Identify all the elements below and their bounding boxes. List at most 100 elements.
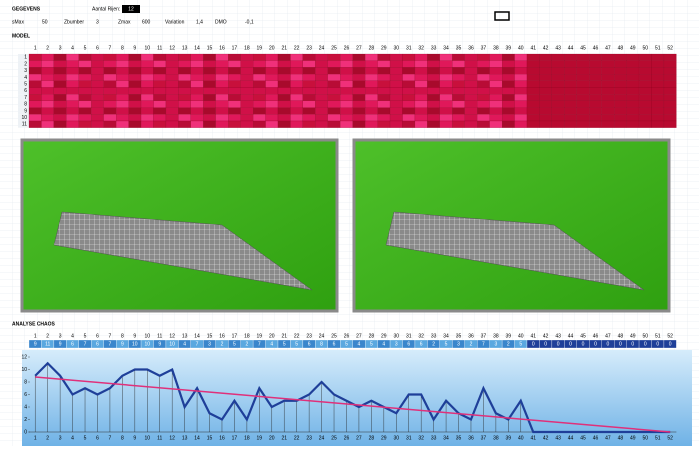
column-header: 44 xyxy=(568,333,574,339)
heat-cell xyxy=(652,61,664,68)
heat-cell xyxy=(627,67,639,74)
heat-cell xyxy=(303,74,315,81)
column-header: 29 xyxy=(381,333,387,339)
heat-cell xyxy=(390,74,402,81)
value-cell-label: 6 xyxy=(420,341,423,347)
heat-cell xyxy=(502,121,514,128)
value-cell-label: 5 xyxy=(445,341,448,347)
column-header: 36 xyxy=(468,45,474,51)
heat-cell xyxy=(577,88,589,95)
heat-cell xyxy=(552,81,564,88)
heat-cell xyxy=(490,108,502,115)
heat-cell xyxy=(452,101,464,108)
heat-cell xyxy=(403,54,415,61)
heat-cell xyxy=(403,121,415,128)
heat-cell xyxy=(340,88,352,95)
x-tick-label: 1 xyxy=(34,435,37,441)
heat-cell xyxy=(203,101,215,108)
heat-cell xyxy=(564,74,576,81)
value-cell-label: 6 xyxy=(308,341,311,347)
heat-cell xyxy=(365,61,377,68)
column-header: 10 xyxy=(144,333,150,339)
heat-cell xyxy=(303,67,315,74)
value-cell-label: 11 xyxy=(45,341,50,347)
heat-cell xyxy=(627,121,639,128)
heat-cell xyxy=(41,88,53,95)
heat-cell xyxy=(216,67,228,74)
heat-cell xyxy=(91,88,103,95)
x-tick-label: 52 xyxy=(667,435,673,441)
heat-cell xyxy=(66,74,78,81)
heat-cell xyxy=(216,114,228,121)
heat-cell xyxy=(340,54,352,61)
heat-cell xyxy=(41,81,53,88)
heat-cell xyxy=(141,108,153,115)
column-header: 33 xyxy=(431,45,437,51)
heat-cell xyxy=(66,101,78,108)
heat-cell xyxy=(79,108,91,115)
column-header: 24 xyxy=(319,45,325,51)
heat-cell xyxy=(465,67,477,74)
heat-cell xyxy=(515,61,527,68)
heat-cell xyxy=(365,54,377,61)
heat-cell xyxy=(315,114,327,121)
x-tick-label: 37 xyxy=(481,435,487,441)
heat-cell xyxy=(564,94,576,101)
heat-cell xyxy=(266,67,278,74)
heat-cell xyxy=(216,81,228,88)
heat-cell xyxy=(216,108,228,115)
heat-cell xyxy=(178,121,190,128)
heat-cell xyxy=(29,81,41,88)
column-header: 12 xyxy=(169,333,175,339)
column-header: 31 xyxy=(406,333,412,339)
x-tick-label: 3 xyxy=(59,435,62,441)
row-header-label: 9 xyxy=(24,108,27,114)
heat-cell xyxy=(539,94,551,101)
heat-cell xyxy=(253,74,265,81)
value-cell-label: 0 xyxy=(544,341,547,347)
heat-cell xyxy=(278,88,290,95)
heat-cell xyxy=(614,94,626,101)
heat-cell xyxy=(652,54,664,61)
column-header: 20 xyxy=(269,333,275,339)
y-tick-label: 6 xyxy=(24,392,27,398)
heat-cell xyxy=(79,81,91,88)
heat-cell xyxy=(278,54,290,61)
heat-cell xyxy=(253,108,265,115)
heat-cell xyxy=(91,121,103,128)
heat-cell xyxy=(564,108,576,115)
heat-cell xyxy=(577,121,589,128)
heat-cell xyxy=(490,61,502,68)
heat-cell xyxy=(241,81,253,88)
heat-cell xyxy=(91,74,103,81)
x-tick-label: 50 xyxy=(642,435,648,441)
heat-cell xyxy=(353,114,365,121)
x-tick-label: 33 xyxy=(431,435,437,441)
column-header: 29 xyxy=(381,45,387,51)
heat-cell xyxy=(66,61,78,68)
heat-cell xyxy=(141,114,153,121)
column-header: 40 xyxy=(518,333,524,339)
heat-cell xyxy=(614,81,626,88)
x-tick-label: 30 xyxy=(393,435,399,441)
heat-cell xyxy=(664,108,676,115)
heat-cell xyxy=(390,88,402,95)
heat-cell xyxy=(564,67,576,74)
heat-cell xyxy=(539,114,551,121)
heat-cell xyxy=(203,61,215,68)
value-cell-label: 0 xyxy=(569,341,572,347)
heat-cell xyxy=(91,67,103,74)
x-tick-label: 49 xyxy=(630,435,636,441)
heat-cell xyxy=(278,108,290,115)
column-header: 34 xyxy=(443,45,449,51)
label: Aantal Rijen: xyxy=(92,6,120,12)
heat-cell xyxy=(91,94,103,101)
value-cell-label: 5 xyxy=(233,341,236,347)
heat-cell xyxy=(340,108,352,115)
column-header: 41 xyxy=(530,333,536,339)
value-cell-label: 2 xyxy=(245,341,248,347)
heat-cell xyxy=(290,101,302,108)
x-tick-label: 39 xyxy=(506,435,512,441)
heat-cell xyxy=(54,54,66,61)
heat-cell xyxy=(141,101,153,108)
